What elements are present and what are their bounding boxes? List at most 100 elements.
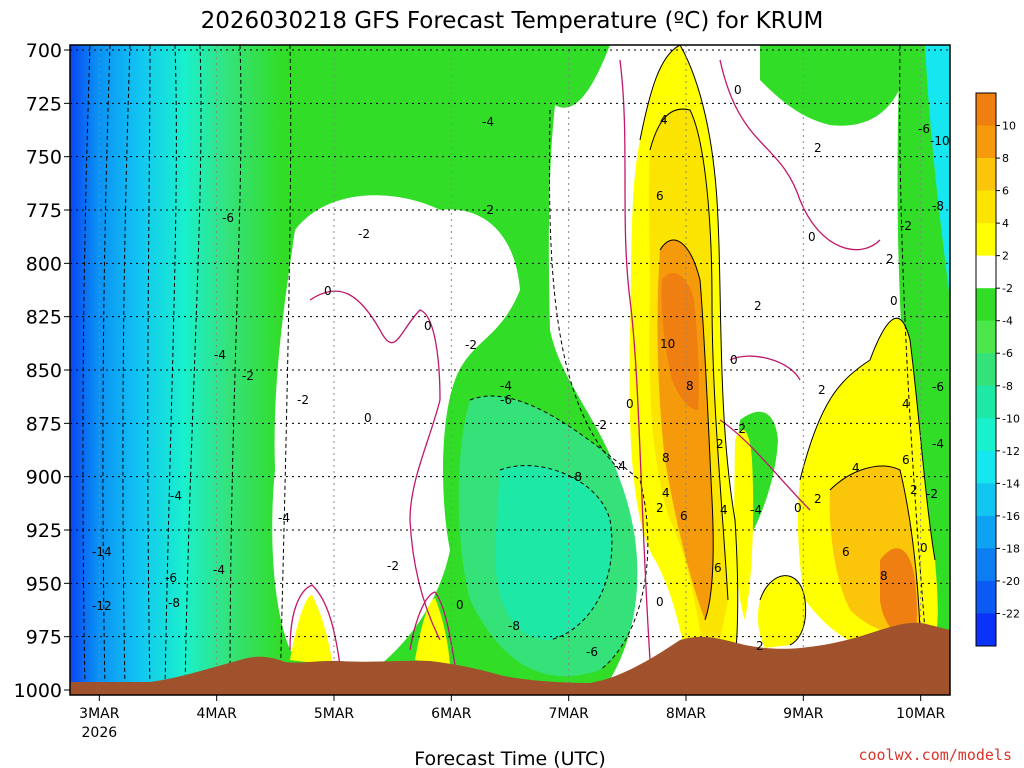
contour-label: 8 <box>686 379 694 393</box>
contour-label: 2 <box>886 252 894 266</box>
contour-label: -4 <box>278 511 290 525</box>
colorbar-legend: 10 8 6 4 2 -2 -4 -6 -8 -10 -12 -14 -16 -18 -20 -22 <box>975 92 1020 647</box>
contour-label: 4 <box>720 503 728 517</box>
contour-label: 0 <box>626 397 634 411</box>
contour-label: -2 <box>595 418 607 432</box>
contour-label: -4 <box>170 489 182 503</box>
contour-label: 0 <box>808 230 816 244</box>
contour-label: 6 <box>656 189 664 203</box>
above-freezing-region-5mar <box>272 195 520 667</box>
contour-label: -8 <box>932 199 944 213</box>
contour-label: -2 <box>387 559 399 573</box>
colorbar-label: 8 <box>1002 152 1009 165</box>
colorbar-label: -14 <box>1002 477 1020 490</box>
y-tick-label: 900 <box>26 467 62 489</box>
y-tick-label: 925 <box>26 520 62 542</box>
contour-label: -4 <box>500 379 512 393</box>
contour-label: -6 <box>932 380 944 394</box>
colorbar-swatch <box>976 223 996 257</box>
contour-label: -2 <box>297 393 309 407</box>
contour-label: 6 <box>714 561 722 575</box>
credit-text: coolwx.com/models <box>858 746 1012 764</box>
contour-label: 0 <box>364 411 372 425</box>
warm-contours <box>639 45 936 691</box>
colorbar-swatch <box>976 548 996 582</box>
contour-label: -4 <box>482 115 494 129</box>
contour-label: 2 <box>814 141 822 155</box>
y-tick-label: 775 <box>26 200 62 222</box>
contour-lines <box>82 45 931 691</box>
colorbar-label: 6 <box>1002 185 1009 198</box>
contour-label: 8 <box>662 451 670 465</box>
colorbar-label: -4 <box>1002 315 1013 328</box>
terrain <box>70 622 950 695</box>
colorbar-label: 4 <box>1002 217 1009 230</box>
colorbar-swatch <box>976 483 996 517</box>
colorbar-frame <box>975 92 997 647</box>
contour-label: 8 <box>880 569 888 583</box>
contour-label: -2 <box>900 219 912 233</box>
contour-label: 2 <box>818 383 826 397</box>
contour-label: -2 <box>465 338 477 352</box>
colorbar-swatch <box>976 385 996 419</box>
contour-label: 2 <box>656 501 664 515</box>
contour-label: 0 <box>730 353 738 367</box>
contour-label-group: -14 -12 -8 -6 -4 -6 -4 -2 -2 -4 -4 0 0 0… <box>92 83 950 659</box>
colorbar-swatch <box>976 580 996 614</box>
y-tick-label: 1000 <box>14 680 62 702</box>
contour-label: -12 <box>92 599 112 613</box>
contour-label: -8 <box>168 596 180 610</box>
contour-label: 6 <box>902 453 910 467</box>
contour-label: -2 <box>734 422 746 436</box>
colorbar-label: -8 <box>1002 380 1013 393</box>
y-tick-label: 700 <box>26 40 62 62</box>
x-tick-label: 9MAR <box>783 706 824 722</box>
colorbar-swatch <box>976 125 996 159</box>
grid <box>70 45 950 695</box>
warm-pocket-6mar-sfc <box>415 598 450 665</box>
contour-label: -4 <box>213 563 225 577</box>
contour-label: -2 <box>482 203 494 217</box>
contour-label: 2 <box>814 492 822 506</box>
contour-label: 4 <box>660 113 668 127</box>
x-tick-label: 7MAR <box>549 706 590 722</box>
colorbar-label: -2 <box>1002 282 1013 295</box>
colorbar-label: -6 <box>1002 347 1013 360</box>
colorbar-swatch <box>976 255 996 289</box>
colorbar-label: 2 <box>1002 250 1009 263</box>
contour-label: -6 <box>918 122 930 136</box>
warm-core-8mar-10 <box>661 272 699 410</box>
contour-label: 0 <box>656 595 664 609</box>
contour-label: 0 <box>324 284 332 298</box>
x-tick-sublabel: 2026 <box>82 725 118 741</box>
y-tick-label: 975 <box>26 627 62 649</box>
y-tick-label: 875 <box>26 413 62 435</box>
contour-label: -4 <box>750 503 762 517</box>
colorbar-swatch <box>976 158 996 192</box>
contour-label: 2 <box>910 483 918 497</box>
contour-label: -4 <box>214 348 226 362</box>
contour-label: -8 <box>508 619 520 633</box>
contour-label: 2 <box>754 299 762 313</box>
contour-label: -14 <box>92 545 112 559</box>
y-tick-label: 750 <box>26 147 62 169</box>
x-tick-label: 10MAR <box>896 706 945 722</box>
colorbar-swatch <box>976 450 996 484</box>
colorbar-swatch <box>976 418 996 452</box>
colorbar-label: -20 <box>1002 575 1020 588</box>
x-axis-title: Forecast Time (UTC) <box>414 748 605 768</box>
colorbar-swatch <box>976 190 996 224</box>
colorbar-swatch <box>976 288 996 322</box>
x-axis: 3MAR 2026 4MAR 5MAR 6MAR 7MAR 8MAR 9MAR 10MAR <box>79 695 946 741</box>
contour-label: -4 <box>932 437 944 451</box>
warm-core-10mar <box>880 548 917 640</box>
x-tick-label: 4MAR <box>197 706 238 722</box>
x-tick-label: 8MAR <box>666 706 707 722</box>
contour-label: 2 <box>716 437 724 451</box>
contour-label: 10 <box>660 337 675 351</box>
contour-label: 6 <box>680 509 688 523</box>
contour-label: 0 <box>424 319 432 333</box>
contour-label: 4 <box>902 397 910 411</box>
x-tick-label: 6MAR <box>431 706 472 722</box>
